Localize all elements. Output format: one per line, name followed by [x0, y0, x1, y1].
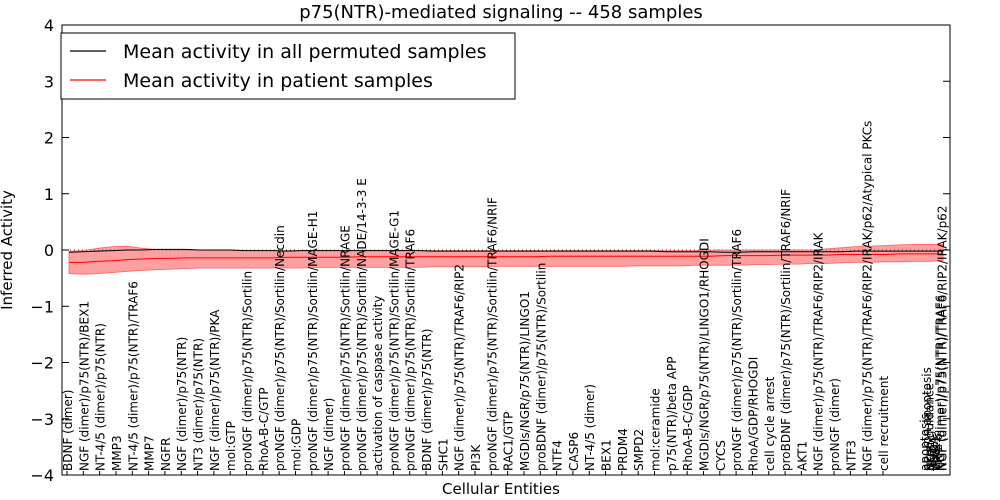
- legend: Mean activity in all permuted samples Me…: [60, 32, 516, 100]
- entity-label: NGF (dimer)/p75(NTR)/TRAF6/RIP2: [453, 264, 467, 471]
- y-axis-ticks: −4 −3 −2 −1 0 1 2 3 4: [30, 16, 950, 485]
- entity-label-overlap: NGF (dimer)/p75(NTR)/TRAF6: [933, 295, 947, 471]
- y-tick-label: 2: [44, 129, 54, 148]
- entity-label: activation of caspase activity: [371, 296, 385, 471]
- y-tick-label: 0: [44, 241, 54, 260]
- entity-label: CASP6: [567, 432, 581, 471]
- entity-label: proBDNF (dimer)/p75(NTR)/Sortilin/TRAF6/…: [779, 189, 793, 471]
- entity-label: CYCS: [714, 440, 728, 471]
- entity-label: BDNF (dimer)/p75(NTR): [420, 329, 434, 471]
- y-tick-label: 3: [44, 72, 54, 91]
- legend-label-patient: Mean activity in patient samples: [123, 70, 433, 92]
- chart-title: p75(NTR)-mediated signaling -- 458 sampl…: [299, 2, 703, 23]
- y-tick-label: 1: [44, 185, 54, 204]
- entity-label: cell cycle arrest: [763, 376, 777, 471]
- entity-label: proNGF (dimer)/p75(NTR)/Sortilin: [241, 271, 255, 471]
- series-line-patient: [69, 253, 943, 263]
- entity-label: PRDM4: [616, 428, 630, 471]
- y-tick-label: −3: [30, 410, 54, 429]
- entity-label: MGDIs/NGR/p75(NTR)/LINGO1/RHOGDI: [698, 238, 712, 471]
- entity-label: p75(NTR)/beta APP: [665, 357, 679, 472]
- entity-label-overlap: IRAK1: [929, 436, 943, 471]
- entity-label: NGF (dimer)/p75(NTR): [175, 337, 189, 471]
- entity-label: proNGF (dimer)/p75(NTR)/Sortilin/NRAGE: [338, 225, 352, 471]
- entity-label: NTF3: [844, 440, 858, 471]
- entity-label: proNGF (dimer)/p75(NTR)/Sortilin/TRAF6: [730, 229, 744, 471]
- entity-label: proNGF (dimer)/p75(NTR)/Sortilin/MAGE-G1: [387, 210, 401, 471]
- y-tick-label: 4: [44, 16, 54, 35]
- y-tick-label: −1: [30, 297, 54, 316]
- entity-label: BDNF (dimer): [61, 390, 75, 472]
- entity-label-overlap: neuron apoptosis: [920, 367, 934, 471]
- x-axis-title: Cellular Entities: [442, 480, 560, 498]
- entity-label: RhoA-B-C/GTP: [257, 387, 271, 471]
- entity-label: SHC1: [436, 438, 450, 471]
- entity-label: proNGF (dimer)/p75(NTR)/Sortilin/TRAF6: [404, 229, 418, 471]
- entity-label: proBDNF (dimer)/p75(NTR)/Sortilin: [534, 263, 548, 471]
- entity-label: mol:GDP: [290, 419, 304, 471]
- entity-label: NT3 (dimer)/p75(NTR): [192, 338, 206, 471]
- entity-label: NGF (dimer): [322, 398, 336, 471]
- entity-label: proNGF (dimer)/p75(NTR)/Sortilin/Necdin: [273, 225, 287, 471]
- entity-label: proNGF (dimer)/p75(NTR)/Sortilin/NADE/14…: [355, 178, 369, 471]
- entity-label: SMPD2: [632, 429, 646, 471]
- entity-label: mol:ceramide: [649, 388, 663, 471]
- entity-label: RAC1/GTP: [502, 412, 516, 471]
- entity-label: proNGF (dimer)/p75(NTR)/Sortilin/MAGE-H1: [306, 211, 320, 471]
- entity-label: NT-4/5 (dimer): [583, 384, 597, 471]
- legend-label-permuted: Mean activity in all permuted samples: [123, 41, 486, 63]
- entity-label-layer: BDNF (dimer) NGF (dimer)/p75(NTR)/BEX1 NT-…: [61, 121, 950, 472]
- entity-label: BEX1: [600, 439, 614, 471]
- entity-label: NTF4: [551, 440, 565, 471]
- entity-label-overlap: NGF (dimer)/p75(NTR)/TRAF6/RIP2/IRAK/p62: [936, 206, 950, 471]
- entity-label: NGF (dimer)/p75(NTR)/TRAF6/RIP2/IRAK/p62…: [861, 121, 875, 471]
- entity-label: mol:GTP: [224, 421, 238, 471]
- entity-label-overlap: TRAF6: [931, 433, 945, 472]
- entity-label-overlap: RHOA: [927, 435, 941, 471]
- entity-label: MGDIs/NGR/p75(NTR)/LINGO1: [518, 291, 532, 471]
- entity-label: NGF (dimer)/p75(NTR)/TRAF6/RIP2/IRAK: [812, 231, 826, 471]
- y-tick-label: −2: [30, 354, 54, 373]
- entity-label: RhoA/GDP/RHOGDI: [746, 357, 760, 471]
- entity-label: AKT1: [795, 441, 809, 471]
- series-line-layer: [68, 248, 943, 263]
- series-line-permuted: [68, 248, 943, 253]
- legend-box: [60, 32, 516, 100]
- x-axis-ticks: [66, 471, 884, 475]
- entity-label: MMP7: [143, 435, 157, 471]
- entity-label: proNGF (dimer): [828, 378, 842, 471]
- entity-label: MMP3: [110, 435, 124, 471]
- entity-label: RhoA-B-C/GDP: [681, 385, 695, 471]
- y-tick-label: −4: [30, 466, 54, 485]
- entity-label: NT-4/5 (dimer)/p75(NTR): [94, 323, 108, 471]
- entity-label: PI3K: [469, 444, 483, 471]
- entity-label-overlap: apoptosis: [918, 413, 932, 471]
- entity-label: NGF (dimer)/p75(NTR)/PKA: [208, 309, 222, 471]
- y-axis-title: Inferred Activity: [0, 190, 16, 310]
- entity-label-overlap: NGF: [925, 446, 939, 471]
- entity-label-overlap: axon guidance: [922, 383, 936, 471]
- entity-label: proNGF (dimer)/p75(NTR)/Sortilin/TRAF6/N…: [485, 197, 499, 471]
- entity-label: cell recruitment: [877, 376, 891, 471]
- entity-label: NGFR: [159, 437, 173, 471]
- entity-label: NGF (dimer)/p75(NTR)/BEX1: [77, 301, 91, 471]
- entity-label: NT-4/5 (dimer)/p75(NTR)/TRAF6: [126, 281, 140, 471]
